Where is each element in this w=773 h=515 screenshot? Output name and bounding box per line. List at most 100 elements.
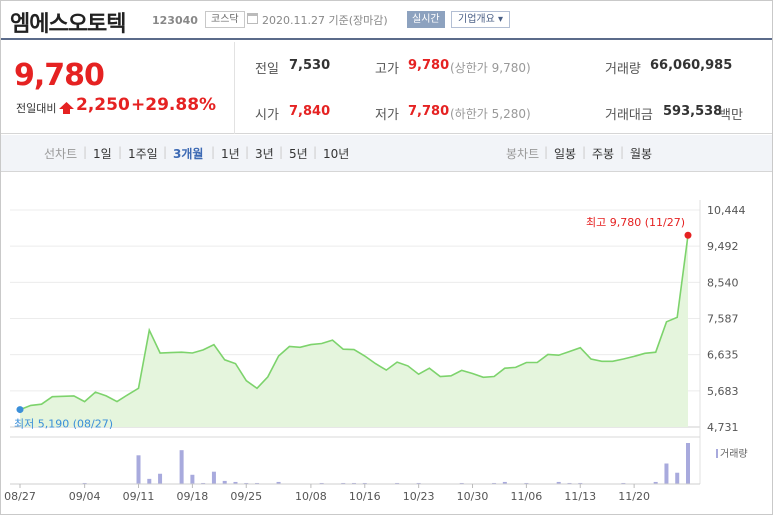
open-label: 시가: [255, 108, 279, 123]
separator: |: [83, 145, 88, 159]
realtime-button[interactable]: 실시간: [407, 11, 445, 28]
volume-bar: [675, 472, 680, 484]
volume-bar: [502, 481, 507, 484]
volume-bar: [664, 463, 669, 484]
candle-weekly[interactable]: 주봉: [592, 147, 615, 161]
volume-bar: [686, 443, 690, 484]
period-5y[interactable]: 5년: [289, 147, 308, 161]
period-10y[interactable]: 10년: [323, 147, 350, 161]
volume-bar: [621, 482, 626, 484]
volume-bar: [147, 478, 152, 484]
price-line: [19, 235, 689, 411]
candle-chart-label: 봉차트: [506, 147, 540, 161]
amount-unit: 백만: [719, 108, 743, 123]
period-toolbar: 선차트 | 1일 | 1주일 | 3개월 | 1년 | 3년 | 5년 | 10…: [0, 135, 773, 172]
lower-limit: (하한가 5,280): [450, 107, 531, 121]
market-badge: 코스닥: [205, 11, 245, 28]
separator: |: [544, 145, 549, 159]
x-tick-label: 11/06: [511, 490, 543, 503]
prev-close-value: 7,530: [289, 58, 331, 73]
period-3y[interactable]: 3년: [255, 147, 274, 161]
base-date: 2020.11.27 기준(장마감): [262, 14, 388, 27]
period-1y[interactable]: 1년: [221, 147, 240, 161]
volume-bar: [319, 482, 324, 484]
price-summary: 9,780 전일대비 2,250 +29.88% 전일 7,530 시가 7,8…: [0, 42, 773, 134]
volume-bar: [524, 482, 529, 484]
separator: |: [245, 145, 250, 159]
volume-bar: [233, 481, 238, 484]
x-tick-label: 09/18: [177, 490, 209, 503]
price-chart: 10,444 9,492 8,540 7,587 6,635 5,683 4,731 거래량 0…: [4, 200, 748, 503]
current-price: 9,780: [14, 58, 105, 93]
price-change: 2,250: [76, 95, 130, 115]
separator: |: [279, 145, 284, 159]
stock-header: 엠에스오토텍 123040 코스닥 2020.11.27 기준(장마감) 실시간…: [0, 0, 773, 40]
volume-bar: [136, 455, 141, 484]
y-tick-label: 7,587: [707, 313, 739, 326]
y-tick-label: 4,731: [707, 421, 739, 434]
summary-divider: [234, 42, 235, 134]
separator: |: [163, 145, 168, 159]
volume-bar: [567, 482, 572, 484]
low-marker: [16, 406, 24, 414]
x-tick-label: 09/11: [123, 490, 155, 503]
candle-monthly[interactable]: 월봉: [630, 147, 653, 161]
x-tick-label: 11/20: [618, 490, 650, 503]
volume-bar: [244, 482, 249, 484]
volume-bar: [556, 481, 561, 484]
calendar-icon: [247, 13, 258, 24]
high-marker: [684, 231, 692, 239]
candle-daily[interactable]: 일봉: [554, 147, 577, 161]
y-tick-label: 8,540: [707, 276, 739, 289]
high-label: 최고 9,780 (11/27): [586, 216, 685, 229]
high-label: 고가: [375, 62, 399, 77]
separator: |: [118, 145, 123, 159]
volume-bar: [190, 474, 195, 484]
x-tick-label: 08/27: [4, 490, 36, 503]
separator: |: [620, 145, 625, 159]
x-tick-label: 09/04: [69, 490, 101, 503]
change-rate: +29.88%: [131, 95, 217, 115]
x-tick-label: 10/16: [349, 490, 381, 503]
x-tick-label: 09/25: [230, 490, 262, 503]
volume-bar: [201, 482, 206, 484]
period-1d[interactable]: 1일: [93, 147, 112, 161]
separator: |: [313, 145, 318, 159]
volume-bar: [492, 482, 497, 484]
volume-bar: [211, 471, 216, 484]
x-tick-label: 10/23: [403, 490, 435, 503]
volume-bar: [222, 480, 227, 484]
diff-label: 전일대비: [16, 102, 57, 115]
prev-close-label: 전일: [255, 62, 279, 77]
volume-legend-swatch: [716, 449, 718, 458]
volume-bar: [276, 481, 281, 484]
volume-bar: [578, 482, 583, 484]
amount-value: 593,538: [663, 104, 723, 119]
y-tick-label: 6,635: [707, 349, 739, 362]
x-tick-label: 10/30: [457, 490, 489, 503]
open-value: 7,840: [289, 104, 331, 119]
high-value: 9,780: [408, 58, 450, 73]
volume-bar: [459, 482, 464, 484]
low-label: 저가: [375, 108, 399, 123]
volume-bar: [653, 481, 658, 484]
volume-bar: [362, 482, 367, 484]
separator: |: [211, 145, 216, 159]
x-tick-label: 10/08: [295, 490, 327, 503]
period-1w[interactable]: 1주일: [128, 147, 158, 161]
volume-bar: [416, 482, 421, 484]
company-info-dropdown[interactable]: 기업개요 ▾: [451, 11, 510, 28]
amount-label: 거래대금: [605, 108, 653, 123]
volume-bar: [341, 482, 346, 484]
volume-label: 거래량: [605, 62, 641, 77]
up-arrow-icon: [59, 102, 74, 114]
line-chart-label: 선차트: [44, 147, 78, 161]
volume-bar: [395, 482, 400, 484]
volume-bar: [255, 482, 260, 484]
price-area: [20, 235, 688, 427]
low-label: 최저 5,190 (08/27): [14, 418, 113, 431]
y-tick-label: 9,492: [707, 240, 739, 253]
x-tick-label: 11/13: [564, 490, 596, 503]
period-3m[interactable]: 3개월: [173, 147, 204, 161]
volume-legend-label: 거래량: [720, 448, 748, 460]
